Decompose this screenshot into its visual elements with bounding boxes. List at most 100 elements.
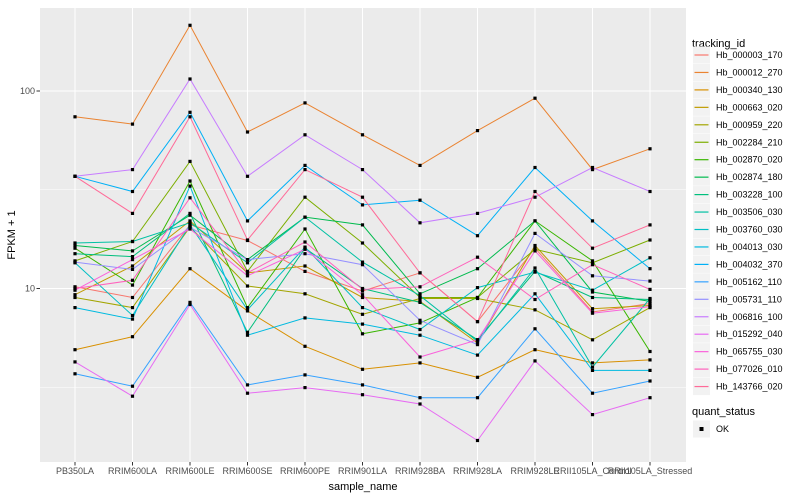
data-point <box>533 165 537 170</box>
data-point <box>130 189 135 194</box>
data-point <box>245 271 250 275</box>
data-point <box>418 300 422 304</box>
data-point <box>188 302 192 307</box>
data-point <box>590 413 595 417</box>
legend-item-Hb_005731_110: Hb_005731_110 <box>693 290 782 308</box>
data-point <box>418 271 422 275</box>
data-point <box>188 211 192 215</box>
data-point <box>648 296 652 301</box>
data-point <box>303 101 307 105</box>
data-point <box>188 213 192 217</box>
data-point <box>590 365 595 369</box>
data-point <box>303 264 307 268</box>
data-point <box>590 391 595 395</box>
data-point <box>475 255 480 259</box>
data-point <box>130 306 135 310</box>
data-point <box>475 375 480 379</box>
legend-label: Hb_003228_100 <box>716 190 783 200</box>
data-point <box>245 274 250 278</box>
data-point <box>73 286 77 291</box>
data-point <box>360 295 365 300</box>
data-point <box>73 348 77 352</box>
data-point <box>360 289 365 293</box>
data-point <box>418 221 422 225</box>
legend-label: Hb_005162_110 <box>716 277 782 287</box>
legend-item-Hb_002870_020: Hb_002870_020 <box>693 151 783 169</box>
legend-label: Hb_005731_110 <box>716 294 782 304</box>
data-point <box>188 110 192 114</box>
data-point <box>130 317 135 321</box>
data-point <box>303 247 307 251</box>
data-point <box>188 221 192 225</box>
data-point <box>303 292 307 296</box>
data-point <box>130 384 135 388</box>
data-point <box>188 179 192 183</box>
x-tick-label: RRIM901LA <box>338 466 387 476</box>
x-tick-label: RRIM600LA <box>108 466 157 476</box>
data-point <box>360 287 365 291</box>
data-point <box>533 308 537 312</box>
data-point <box>130 239 135 244</box>
data-point <box>360 383 365 387</box>
legend-label: Hb_003506_030 <box>716 207 783 217</box>
data-point <box>475 234 480 238</box>
legend-item-Hb_004032_370: Hb_004032_370 <box>693 255 783 273</box>
data-point <box>73 372 77 376</box>
data-point <box>475 129 480 133</box>
data-point <box>303 133 307 137</box>
data-point <box>360 203 365 207</box>
data-point <box>73 174 77 178</box>
legend-label: Hb_143766_020 <box>716 382 783 392</box>
legend-label: Hb_077026_010 <box>716 364 783 374</box>
data-point <box>475 353 480 357</box>
data-point <box>303 227 307 231</box>
legend-item-Hb_003228_100: Hb_003228_100 <box>693 186 783 204</box>
data-point <box>648 279 652 283</box>
data-point <box>245 130 250 134</box>
data-point <box>245 308 250 312</box>
data-point <box>418 402 422 406</box>
data-point <box>303 252 307 256</box>
data-point <box>245 174 250 178</box>
data-point <box>648 287 652 291</box>
data-point <box>360 312 365 316</box>
data-point <box>590 165 595 170</box>
data-point <box>418 318 422 322</box>
x-tick-label: RRIM928LA <box>453 466 502 476</box>
data-point <box>73 306 77 310</box>
data-point <box>73 246 77 250</box>
legend-label: Hb_006816_100 <box>716 312 783 322</box>
data-point <box>188 225 192 229</box>
data-point <box>360 367 365 371</box>
data-point <box>418 396 422 400</box>
data-point <box>475 286 480 290</box>
data-point <box>648 147 652 151</box>
x-tick-label: RRIM600PE <box>280 466 330 476</box>
data-point <box>590 361 595 365</box>
data-point <box>533 189 537 194</box>
legend-label: Hb_003760_030 <box>716 225 783 235</box>
legend-item-Hb_000663_020: Hb_000663_020 <box>693 98 783 116</box>
data-point <box>130 394 135 398</box>
legend-label: Hb_065755_030 <box>716 347 783 357</box>
data-point <box>590 290 595 294</box>
data-point <box>73 243 77 248</box>
data-point <box>418 355 422 359</box>
legend-title-quant-status: quant_status <box>692 406 755 418</box>
x-tick-label: RRII105LA_Control <box>553 466 631 476</box>
data-point <box>533 327 537 331</box>
data-point <box>130 283 135 287</box>
data-point <box>130 295 135 300</box>
data-point <box>303 269 307 273</box>
data-point <box>130 278 135 282</box>
data-point <box>648 368 652 372</box>
data-point <box>360 393 365 397</box>
data-point <box>648 267 652 271</box>
data-point <box>360 223 365 227</box>
data-point <box>188 196 192 200</box>
data-point <box>648 396 652 400</box>
data-point <box>590 246 595 250</box>
data-point <box>188 219 192 223</box>
data-point <box>648 256 652 260</box>
data-point <box>360 306 365 310</box>
